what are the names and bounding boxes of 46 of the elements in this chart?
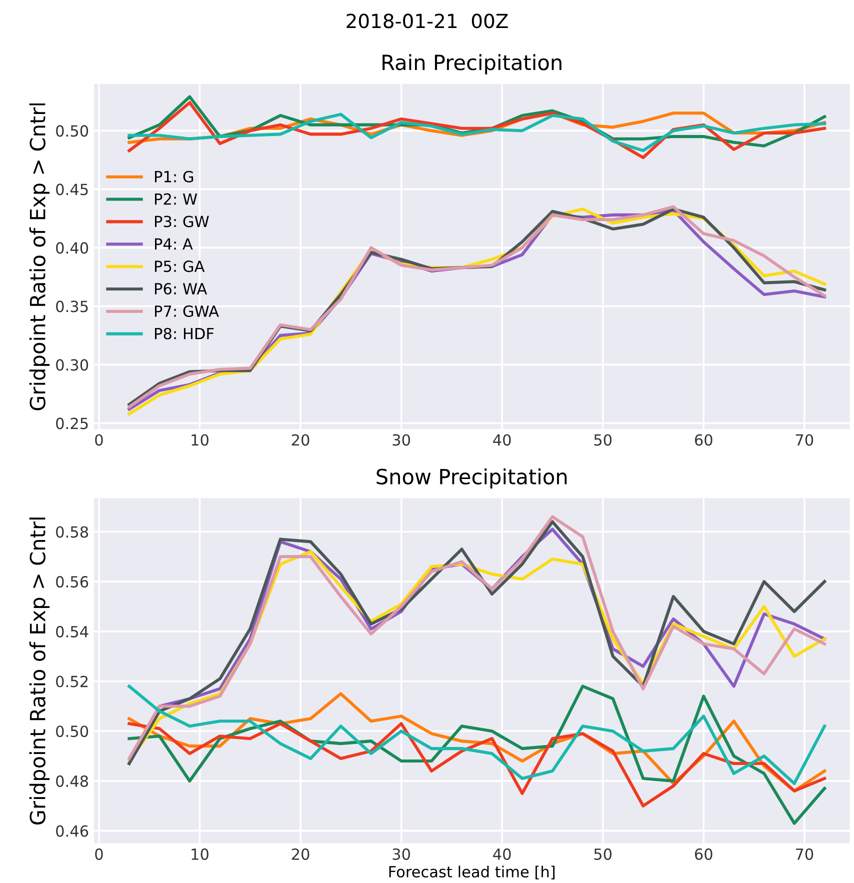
y-tick-label: 0.50 (56, 726, 88, 738)
x-tick-label: 50 (594, 848, 612, 860)
x-tick-label: 60 (694, 434, 712, 446)
x-tick-label: 50 (594, 434, 612, 446)
text: 2018-01-21 00Z (346, 14, 508, 28)
y-axis-title: Gridpoint Ratio of Exp > Cntrl (29, 518, 50, 824)
y-tick-label: 0.48 (56, 775, 88, 787)
x-tick-label: 70 (796, 434, 814, 446)
x-tick-label: 70 (796, 848, 814, 860)
x-tick-label: 40 (493, 434, 511, 446)
x-tick-label: 10 (192, 434, 208, 446)
legend-label: P2: W (155, 193, 198, 205)
y-tick-label: 0.54 (56, 626, 88, 638)
x-tick-label: 30 (392, 848, 410, 860)
legend-label: P8: HDF (155, 328, 214, 340)
chart-title: Snow Precipitation (376, 468, 567, 489)
legend-label: P4: A (155, 238, 193, 250)
y-tick-label: 0.52 (56, 676, 88, 688)
legend-label: P1: G (155, 170, 194, 182)
x-tick-label: 0 (95, 848, 103, 860)
y-tick-label: 0.25 (56, 418, 88, 430)
y-tick-label: 0.40 (56, 242, 88, 254)
legend-label: P5: GA (155, 260, 205, 272)
x-tick-label: 20 (292, 848, 310, 860)
x-tick-label: 40 (493, 848, 511, 860)
y-tick-label: 0.58 (56, 526, 88, 538)
x-axis-title: Forecast lead time [h] (389, 866, 555, 880)
y-tick-label: 0.45 (56, 184, 88, 196)
chart-title: Rain Precipitation (382, 54, 562, 74)
x-tick-label: 0 (95, 434, 103, 446)
y-tick-label: 0.30 (56, 359, 88, 371)
line-series (128, 684, 826, 825)
line-series (128, 112, 826, 152)
x-tick-label: 60 (694, 848, 712, 860)
legend-label: P6: WA (155, 282, 208, 295)
x-tick-label: 20 (292, 434, 310, 446)
y-tick-label: 0.35 (56, 300, 88, 312)
y-tick-label: 0.56 (56, 576, 88, 588)
legend-label: P3: GW (155, 216, 209, 228)
y-tick-label: 0.46 (56, 825, 88, 837)
x-tick-label: 30 (392, 434, 410, 446)
line-series (128, 722, 826, 808)
y-tick-label: 0.50 (56, 125, 88, 137)
y-axis-title: Gridpoint Ratio of Exp > Cntrl (29, 103, 50, 410)
x-tick-label: 10 (192, 848, 208, 860)
legend-label: P7: GWA (155, 305, 219, 317)
